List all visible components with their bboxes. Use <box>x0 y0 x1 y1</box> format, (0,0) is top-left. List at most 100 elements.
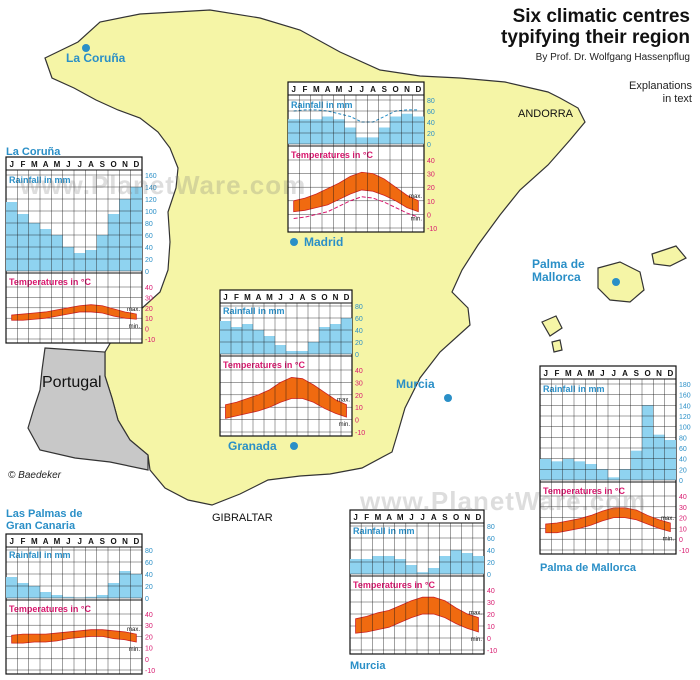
month-label-coruna-1: F <box>21 160 26 169</box>
rain-bar-granada-10 <box>330 324 341 354</box>
temp-tick-madrid--10: -10 <box>427 226 437 233</box>
min-label-madrid: min. <box>411 217 423 223</box>
rain-bar-coruna-3 <box>40 229 52 271</box>
rain-tick-palma-120: 120 <box>679 414 691 421</box>
rain-bar-laspalmas-0 <box>6 577 18 598</box>
climate-chart-coruna: J F M A M J J A S O N D020406080100120140160Rainfal… <box>5 156 157 344</box>
city-dot-granada <box>290 442 298 450</box>
label-andorra: ANDORRA <box>518 108 574 120</box>
rain-bar-madrid-6 <box>356 137 368 144</box>
month-label-palma-3: A <box>577 369 583 378</box>
title-line-1: Six climatic centres <box>512 6 690 27</box>
rain-bar-coruna-11 <box>130 187 142 271</box>
rain-bar-coruna-8 <box>96 235 108 271</box>
rain-tick-palma-160: 160 <box>679 393 691 400</box>
temp-label-coruna: Temperatures in °C <box>9 277 91 287</box>
rain-bar-madrid-1 <box>299 119 311 144</box>
month-label-granada-3: A <box>256 293 262 302</box>
month-label-laspalmas-5: J <box>66 537 70 546</box>
temp-label-palma: Temperatures in °C <box>543 486 625 496</box>
rain-bar-laspalmas-2 <box>28 586 40 598</box>
city-label-palma-line-2: Mallorca <box>532 270 581 284</box>
city-dot-madrid <box>290 238 298 246</box>
temp-tick-madrid-30: 30 <box>427 172 435 179</box>
rain-tick-madrid-80: 80 <box>427 98 435 105</box>
rain-tick-coruna-20: 20 <box>145 257 153 264</box>
month-label-coruna-8: S <box>100 160 106 169</box>
temp-tick-coruna-40: 40 <box>145 285 153 292</box>
temp-tick-coruna-30: 30 <box>145 295 153 302</box>
month-label-laspalmas-9: O <box>111 537 117 546</box>
month-label-laspalmas-7: A <box>88 537 94 546</box>
rain-bar-laspalmas-7 <box>85 596 97 598</box>
rain-label-madrid: Rainfall in mm <box>291 100 353 110</box>
rain-tick-murcia-40: 40 <box>487 548 495 555</box>
rain-tick-murcia-60: 60 <box>487 536 495 543</box>
rain-bar-palma-5 <box>596 469 608 480</box>
explanations-line-2: in text <box>662 93 692 105</box>
month-label-madrid-0: J <box>291 85 295 94</box>
month-label-murcia-3: A <box>386 513 392 522</box>
month-label-granada-11: D <box>344 293 350 302</box>
rain-tick-laspalmas-20: 20 <box>145 584 153 591</box>
portugal-landmass <box>27 347 149 471</box>
rain-bar-laspalmas-5 <box>62 596 74 598</box>
temp-tick-madrid-0: 0 <box>427 212 431 219</box>
rain-tick-coruna-0: 0 <box>145 269 149 276</box>
rain-bar-palma-10 <box>653 434 665 480</box>
min-label-granada: min. <box>339 422 351 428</box>
chart-caption-palma: Palma de Mallorca <box>540 562 636 574</box>
rain-bar-laspalmas-3 <box>40 592 52 598</box>
temp-tick-murcia-20: 20 <box>487 612 495 619</box>
rain-bar-laspalmas-4 <box>51 595 63 598</box>
rain-tick-granada-80: 80 <box>355 304 363 311</box>
rain-bar-murcia-7 <box>428 568 440 574</box>
temp-tick-granada-0: 0 <box>355 418 359 425</box>
rain-tick-coruna-80: 80 <box>145 221 153 228</box>
city-label-palma: Palma de Mallorca <box>532 258 585 284</box>
copyright-baedeker: © Baedeker <box>8 470 61 481</box>
rain-bar-palma-3 <box>574 461 586 480</box>
rain-bar-granada-4 <box>264 336 275 354</box>
month-label-palma-8: S <box>634 369 640 378</box>
rain-bar-coruna-4 <box>51 235 63 271</box>
month-label-coruna-6: J <box>77 160 81 169</box>
rain-bar-laspalmas-1 <box>17 583 29 598</box>
month-label-madrid-3: A <box>325 85 331 94</box>
max-label-laspalmas: max. <box>127 627 140 633</box>
month-label-coruna-7: A <box>88 160 94 169</box>
month-label-coruna-3: A <box>43 160 49 169</box>
rain-tick-palma-140: 140 <box>679 403 691 410</box>
rain-bar-laspalmas-6 <box>74 597 86 598</box>
rain-bar-madrid-8 <box>378 127 390 144</box>
spain-landmass <box>44 9 586 506</box>
month-label-madrid-9: O <box>393 85 399 94</box>
rain-bar-murcia-3 <box>383 556 395 574</box>
rain-tick-palma-40: 40 <box>679 457 687 464</box>
month-label-laspalmas-8: S <box>100 537 106 546</box>
max-label-madrid: max. <box>409 194 422 200</box>
temp-tick-palma-10: 10 <box>679 526 687 533</box>
month-label-madrid-4: M <box>336 85 343 94</box>
rain-tick-murcia-80: 80 <box>487 524 495 531</box>
month-label-murcia-6: J <box>420 513 424 522</box>
month-label-murcia-9: O <box>453 513 459 522</box>
rain-tick-palma-80: 80 <box>679 435 687 442</box>
rain-bar-murcia-5 <box>405 565 417 574</box>
month-label-palma-2: M <box>565 369 572 378</box>
map-title: Six climatic centres typifying their reg… <box>501 6 690 48</box>
temp-label-laspalmas: Temperatures in °C <box>9 604 91 614</box>
month-label-murcia-0: J <box>353 513 357 522</box>
temp-tick-madrid-40: 40 <box>427 158 435 165</box>
month-label-palma-7: A <box>622 369 628 378</box>
month-label-palma-11: D <box>667 369 673 378</box>
watermark-top: www.PlanetWare.com <box>20 170 307 200</box>
month-label-madrid-6: J <box>359 85 363 94</box>
rain-label-granada: Rainfall in mm <box>223 306 285 316</box>
month-label-palma-0: J <box>543 369 547 378</box>
city-label-murcia: Murcia <box>396 377 435 391</box>
rain-label-palma: Rainfall in mm <box>543 384 605 394</box>
month-label-granada-7: A <box>300 293 306 302</box>
